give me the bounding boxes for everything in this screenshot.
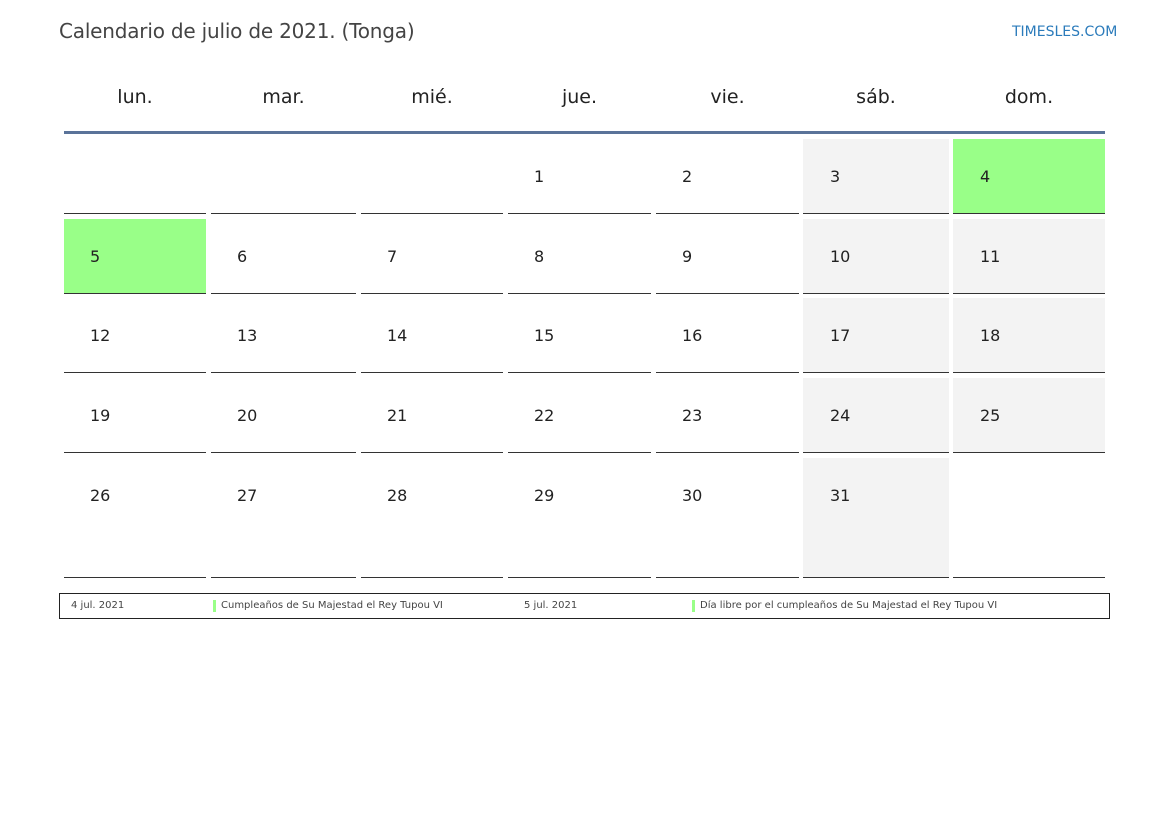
weekday-6: dom. (1004, 86, 1054, 108)
day-number: 1 (534, 167, 545, 186)
day-cell-4[interactable]: 4 (953, 139, 1105, 214)
day-number: 2 (682, 167, 693, 186)
day-cell-18[interactable]: 18 (953, 298, 1105, 373)
site-link[interactable]: TIMESLES.COM (1012, 24, 1118, 40)
day-number: 12 (90, 326, 111, 345)
weekday-4: vie. (710, 86, 745, 108)
day-number: 10 (830, 247, 851, 266)
day-cell-9[interactable]: 9 (656, 219, 799, 294)
day-cell-14[interactable]: 14 (361, 298, 503, 373)
empty-day-cell (64, 139, 206, 214)
day-cell-28[interactable]: 28 (361, 458, 503, 578)
day-number: 29 (534, 486, 555, 505)
page-title: Calendario de julio de 2021. (Tonga) (59, 19, 415, 43)
day-cell-25[interactable]: 25 (953, 378, 1105, 453)
holiday-legend: 4 jul. 2021 Cumpleaños de Su Majestad el… (59, 593, 1110, 619)
day-cell-17[interactable]: 17 (803, 298, 949, 373)
day-cell-16[interactable]: 16 (656, 298, 799, 373)
day-number: 24 (830, 406, 851, 425)
legend-name-1: Cumpleaños de Su Majestad el Rey Tupou V… (221, 600, 443, 611)
day-cell-27[interactable]: 27 (211, 458, 356, 578)
day-number: 14 (387, 326, 408, 345)
day-cell-29[interactable]: 29 (508, 458, 651, 578)
day-cell-2[interactable]: 2 (656, 139, 799, 214)
day-cell-30[interactable]: 30 (656, 458, 799, 578)
day-number: 27 (237, 486, 258, 505)
day-number: 18 (980, 326, 1001, 345)
day-number: 9 (682, 247, 693, 266)
weekday-3: jue. (561, 86, 598, 108)
day-cell-21[interactable]: 21 (361, 378, 503, 453)
day-cell-26[interactable]: 26 (64, 458, 206, 578)
day-number: 26 (90, 486, 111, 505)
day-number: 25 (980, 406, 1001, 425)
day-cell-23[interactable]: 23 (656, 378, 799, 453)
day-cell-20[interactable]: 20 (211, 378, 356, 453)
day-number: 4 (980, 167, 991, 186)
day-cell-7[interactable]: 7 (361, 219, 503, 294)
day-number: 20 (237, 406, 258, 425)
day-cell-8[interactable]: 8 (508, 219, 651, 294)
weekday-5: sáb. (856, 86, 896, 108)
day-number: 23 (682, 406, 703, 425)
day-number: 3 (830, 167, 841, 186)
day-cell-12[interactable]: 12 (64, 298, 206, 373)
day-number: 13 (237, 326, 258, 345)
day-number: 5 (90, 247, 101, 266)
day-number: 17 (830, 326, 851, 345)
day-cell-22[interactable]: 22 (508, 378, 651, 453)
day-number: 22 (534, 406, 555, 425)
legend-swatch-1 (213, 600, 216, 612)
day-cell-24[interactable]: 24 (803, 378, 949, 453)
legend-date-2: 5 jul. 2021 (524, 600, 578, 611)
day-number: 16 (682, 326, 703, 345)
day-cell-15[interactable]: 15 (508, 298, 651, 373)
day-number: 30 (682, 486, 703, 505)
day-cell-10[interactable]: 10 (803, 219, 949, 294)
empty-day-cell (361, 139, 503, 214)
weekday-1: mar. (262, 86, 305, 108)
legend-date-1: 4 jul. 2021 (71, 600, 125, 611)
header-divider (64, 131, 1105, 134)
day-cell-6[interactable]: 6 (211, 219, 356, 294)
day-number: 7 (387, 247, 398, 266)
empty-day-cell (953, 458, 1105, 578)
weekday-0: lun. (117, 86, 153, 108)
weekday-2: mié. (411, 86, 453, 108)
empty-day-cell (211, 139, 356, 214)
day-number: 6 (237, 247, 248, 266)
day-number: 31 (830, 486, 851, 505)
day-cell-11[interactable]: 11 (953, 219, 1105, 294)
day-number: 15 (534, 326, 555, 345)
legend-swatch-2 (692, 600, 695, 612)
day-number: 11 (980, 247, 1001, 266)
day-cell-19[interactable]: 19 (64, 378, 206, 453)
day-number: 28 (387, 486, 408, 505)
legend-name-2: Día libre por el cumpleaños de Su Majest… (700, 600, 998, 611)
day-number: 19 (90, 406, 111, 425)
day-number: 8 (534, 247, 545, 266)
day-cell-5[interactable]: 5 (64, 219, 206, 294)
day-cell-31[interactable]: 31 (803, 458, 949, 578)
day-number: 21 (387, 406, 408, 425)
day-cell-3[interactable]: 3 (803, 139, 949, 214)
day-cell-13[interactable]: 13 (211, 298, 356, 373)
day-cell-1[interactable]: 1 (508, 139, 651, 214)
